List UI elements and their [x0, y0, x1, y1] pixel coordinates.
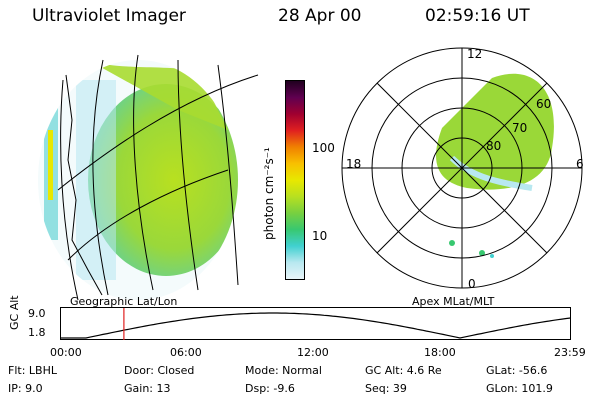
polar-panel-label: Apex MLat/MLT — [412, 295, 495, 308]
timeline-xtick-2: 12:00 — [297, 346, 329, 359]
info-seq: Seq: 39 — [365, 382, 407, 395]
info-dsp: Dsp: -9.6 — [245, 382, 295, 395]
info-ip: IP: 9.0 — [8, 382, 43, 395]
mlat-label-80: 80 — [486, 139, 501, 153]
geo-grid — [57, 54, 259, 300]
geo-panel-label: Geographic Lat/Lon — [70, 295, 178, 308]
instrument-title: Ultraviolet Imager — [32, 6, 186, 26]
colorbar — [285, 80, 305, 280]
timeline-xtick-1: 06:00 — [170, 346, 202, 359]
info-gain: Gain: 13 — [124, 382, 171, 395]
info-door: Door: Closed — [124, 364, 195, 377]
mlt-label-6: 6 — [576, 157, 584, 171]
info-flt: Flt: LBHL — [8, 364, 57, 377]
timeline-ytick-9: 9.0 — [28, 307, 46, 320]
altitude-curve — [60, 312, 571, 339]
polar-grid — [341, 47, 583, 289]
mlt-label-0: 0 — [468, 277, 476, 291]
timeline-ytick-1-8: 1.8 — [28, 326, 46, 339]
date-label: 28 Apr 00 — [278, 6, 362, 26]
info-glat: GLat: -56.6 — [486, 364, 548, 377]
timeline-xtick-0: 00:00 — [50, 346, 82, 359]
colorbar-unit-label: photon cm⁻²s⁻¹ — [262, 147, 276, 240]
mlat-label-60: 60 — [536, 97, 551, 111]
time-label: 02:59:16 UT — [425, 6, 530, 26]
info-mode: Mode: Normal — [245, 364, 322, 377]
info-glon: GLon: 101.9 — [486, 382, 553, 395]
mlt-label-18: 18 — [346, 157, 361, 171]
timeline-xtick-4: 23:59 — [554, 346, 586, 359]
colorbar-tick-10: 10 — [312, 229, 328, 243]
mlt-label-12: 12 — [467, 47, 482, 61]
info-gc-alt: GC Alt: 4.6 Re — [365, 364, 442, 377]
timeline-ylabel: GC Alt — [8, 295, 21, 330]
polar-plot: 12 18 6 0 60 70 80 — [341, 47, 584, 291]
timeline-xtick-3: 18:00 — [424, 346, 456, 359]
colorbar-tick-100: 100 — [312, 141, 335, 155]
geographic-image — [38, 54, 259, 300]
mlat-label-70: 70 — [512, 121, 527, 135]
altitude-timeline — [60, 307, 571, 340]
polar-aurora — [436, 73, 554, 190]
